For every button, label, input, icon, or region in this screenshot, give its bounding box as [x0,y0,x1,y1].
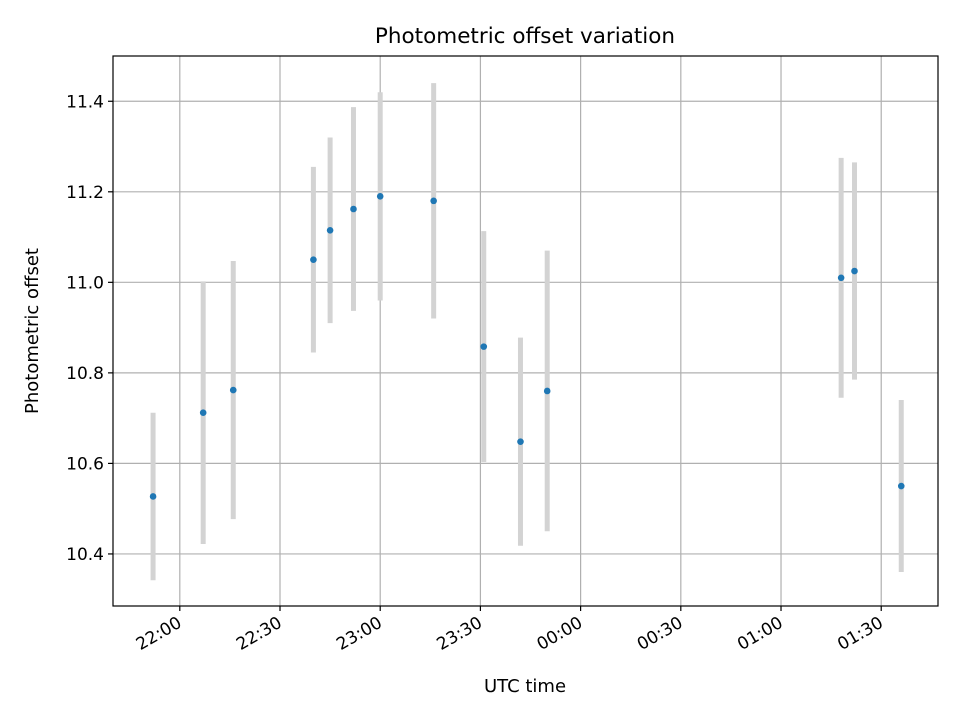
data-point [310,256,317,264]
data-point [326,226,334,234]
data-point [430,197,437,205]
data-point [229,386,237,394]
data-point [376,193,384,200]
x-tick-label: 22:30 [233,613,285,655]
data-point [851,267,858,275]
data-point [149,493,157,500]
y-tick-label: 11.2 [66,183,104,203]
data-point [897,482,905,490]
y-tick-label: 11.4 [66,92,104,112]
y-axis-label: Photometric offset [22,248,43,414]
data-point [199,409,207,417]
x-tick-label: 01:00 [734,613,786,655]
data-point [517,438,524,445]
x-tick-label: 23:00 [333,613,385,655]
data-point [837,274,845,282]
x-tick-label: 01:30 [834,613,886,655]
grid-layer [113,56,938,606]
x-axis-label: UTC time [484,676,566,697]
data-point [543,387,551,395]
data-point [480,343,488,350]
errorbar-layer [150,83,904,581]
chart-title: Photometric offset variation [375,24,675,49]
x-tick-layer: 22:00 22:30 23:00 23:30 00:00 00:30 01:00 01:30 [133,606,887,655]
y-tick-label: 10.4 [66,545,104,565]
x-tick-label: 00:00 [534,613,586,655]
y-tick-label: 10.8 [66,364,104,384]
x-tick-label: 23:30 [433,613,485,655]
plot-frame [112,55,939,607]
x-tick-label: 00:30 [634,613,686,655]
x-tick-label: 22:00 [133,613,185,655]
point-layer [149,193,905,500]
data-point [350,205,357,213]
y-tick-label: 11.0 [66,273,104,293]
y-tick-label: 10.6 [66,454,104,474]
y-tick-layer: 10.4 10.6 10.8 11.0 11.2 11.4 [66,92,113,565]
